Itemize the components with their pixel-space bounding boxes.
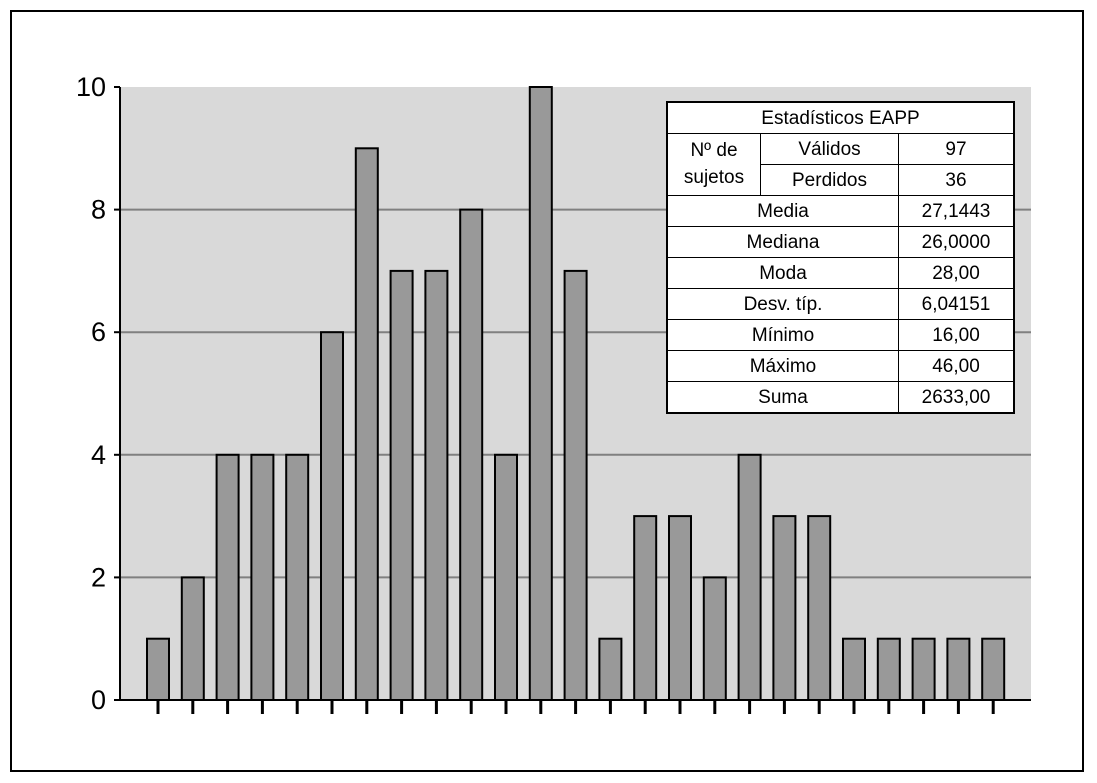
bar [981, 637, 1006, 702]
stats-label-media: Media [666, 195, 899, 227]
y-tick-labels: 0 2 4 6 8 10 [76, 72, 120, 715]
bar [285, 453, 310, 701]
stats-value-moda: 28,00 [898, 257, 1015, 289]
bar [807, 515, 832, 701]
bar [737, 453, 762, 701]
stats-row-maximo: Máximo 46,00 [666, 350, 1015, 382]
stats-row-minimo: Mínimo 16,00 [666, 319, 1015, 351]
stats-row-suma: Suma 2633,00 [666, 381, 1015, 414]
stats-value-suma: 2633,00 [898, 381, 1015, 414]
bar [320, 331, 344, 701]
y-tick-label: 8 [91, 195, 106, 225]
stats-label-maximo: Máximo [666, 350, 899, 382]
axes [119, 87, 1031, 714]
stats-value-desv: 6,04151 [898, 288, 1015, 320]
bar [494, 453, 518, 701]
bar [633, 515, 658, 701]
bar [911, 637, 936, 702]
stats-label-validos: Válidos [760, 133, 899, 165]
bar [598, 637, 623, 702]
bar [772, 515, 797, 701]
stats-label-minimo: Mínimo [666, 319, 899, 351]
stats-label-desv: Desv. típ. [666, 288, 899, 320]
y-tick-label: 4 [91, 440, 106, 470]
statistics-table: Estadísticos EAPP Nº de sujetos Válidos … [666, 101, 1015, 414]
stats-value-validos: 97 [898, 133, 1015, 165]
stats-group-label: Nº de sujetos [666, 133, 761, 196]
stats-row-media: Media 27,1443 [666, 195, 1015, 227]
stats-label-suma: Suma [666, 381, 899, 414]
stats-value-mediana: 26,0000 [898, 226, 1015, 258]
stats-label-perdidos: Perdidos [760, 164, 899, 196]
stats-row-moda: Moda 28,00 [666, 257, 1015, 289]
stats-title-row: Estadísticos EAPP [666, 101, 1015, 134]
stats-row-desv: Desv. típ. 6,04151 [666, 288, 1015, 320]
bar [842, 637, 866, 702]
stats-row-perdidos: Perdidos 36 [667, 164, 1015, 196]
stats-row-validos: Nº de sujetos Válidos 97 [666, 133, 1015, 196]
bar [528, 86, 553, 701]
stats-value-maximo: 46,00 [898, 350, 1015, 382]
bar [563, 269, 588, 701]
bars [146, 86, 1006, 702]
y-tick-label: 0 [91, 685, 106, 715]
bar [702, 576, 727, 702]
bar [389, 269, 414, 701]
bar [250, 453, 275, 701]
bar [946, 637, 971, 702]
bar [424, 269, 449, 701]
stats-value-perdidos: 36 [898, 164, 1015, 196]
bar [354, 147, 379, 702]
stats-row-mediana: Mediana 26,0000 [666, 226, 1015, 258]
chart-frame [10, 10, 1084, 772]
y-tick-label: 10 [76, 72, 106, 102]
bar [180, 576, 205, 702]
bar [459, 208, 484, 701]
stats-title: Estadísticos EAPP [666, 101, 1015, 134]
stats-value-minimo: 16,00 [898, 319, 1015, 351]
y-tick-label: 2 [91, 562, 106, 592]
stats-value-media: 27,1443 [898, 195, 1015, 227]
bar [876, 637, 901, 702]
stats-label-mediana: Mediana [666, 226, 899, 258]
stats-label-moda: Moda [666, 257, 899, 289]
y-tick-label: 6 [91, 317, 106, 347]
bar [146, 637, 170, 702]
bar [215, 453, 240, 701]
bar [668, 515, 692, 701]
